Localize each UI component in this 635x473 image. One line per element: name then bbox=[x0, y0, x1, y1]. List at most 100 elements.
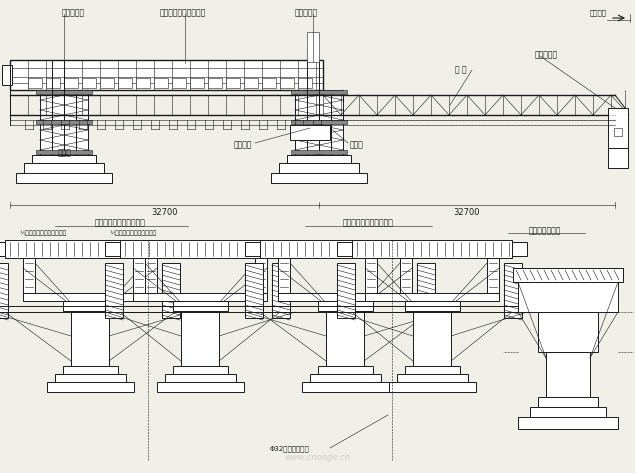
Bar bbox=[36, 90, 92, 94]
Text: ½移动模架浇筑混凝土状态: ½移动模架浇筑混凝土状态 bbox=[20, 230, 67, 236]
Bar bbox=[530, 407, 606, 417]
Bar bbox=[100, 78, 114, 88]
Text: 主框架: 主框架 bbox=[58, 148, 72, 157]
Bar bbox=[36, 150, 92, 154]
Bar bbox=[64, 78, 78, 88]
Bar bbox=[46, 78, 60, 88]
Bar bbox=[405, 301, 460, 311]
Bar bbox=[226, 78, 240, 88]
Bar bbox=[23, 293, 157, 301]
Bar bbox=[413, 311, 451, 366]
Bar bbox=[52, 90, 64, 155]
Bar bbox=[512, 242, 527, 256]
Text: 前辅助支座: 前辅助支座 bbox=[535, 50, 558, 59]
Bar bbox=[173, 301, 228, 311]
Bar bbox=[318, 301, 373, 311]
Bar bbox=[318, 366, 373, 374]
Bar bbox=[307, 90, 319, 155]
Bar bbox=[71, 311, 109, 366]
Bar bbox=[337, 242, 352, 256]
Bar bbox=[397, 374, 468, 382]
Bar bbox=[63, 301, 118, 311]
Bar bbox=[307, 32, 319, 62]
Bar bbox=[165, 374, 236, 382]
Bar bbox=[417, 263, 435, 318]
Bar bbox=[546, 352, 590, 397]
Text: 前辅助支座断面: 前辅助支座断面 bbox=[529, 226, 561, 235]
Bar bbox=[255, 258, 267, 293]
Bar bbox=[244, 78, 258, 88]
Bar bbox=[105, 263, 123, 318]
Bar bbox=[295, 90, 307, 155]
Text: 外模、底模及端模系统: 外模、底模及端模系统 bbox=[160, 8, 206, 17]
Bar bbox=[76, 90, 88, 155]
Bar bbox=[173, 366, 228, 374]
Text: 主支座及后辅助支座断面: 主支座及后辅助支座断面 bbox=[95, 218, 145, 227]
Bar bbox=[290, 125, 330, 140]
Text: 32700: 32700 bbox=[454, 208, 480, 217]
Bar bbox=[118, 78, 132, 88]
Bar bbox=[120, 240, 280, 258]
Bar bbox=[400, 258, 412, 293]
Bar bbox=[513, 268, 623, 282]
Text: 施工方向: 施工方向 bbox=[590, 9, 607, 16]
Bar bbox=[190, 78, 204, 88]
Text: www.cnonge.cn: www.cnonge.cn bbox=[284, 453, 350, 462]
Bar bbox=[262, 78, 276, 88]
Bar bbox=[63, 366, 118, 374]
Text: 导 梁: 导 梁 bbox=[455, 65, 467, 74]
Bar bbox=[2, 65, 12, 85]
Bar bbox=[538, 312, 598, 352]
Bar bbox=[28, 78, 42, 88]
Bar bbox=[302, 382, 389, 392]
Bar bbox=[405, 366, 460, 374]
Bar bbox=[365, 258, 377, 293]
Text: 后辅助支座: 后辅助支座 bbox=[62, 8, 85, 17]
Bar bbox=[23, 258, 35, 293]
Bar bbox=[47, 382, 134, 392]
Bar bbox=[614, 128, 622, 136]
Text: 移位小车: 移位小车 bbox=[234, 140, 252, 149]
Bar bbox=[32, 155, 96, 163]
Bar bbox=[326, 311, 364, 366]
Bar bbox=[365, 293, 499, 301]
Bar bbox=[538, 397, 598, 407]
Bar bbox=[133, 293, 267, 301]
Bar bbox=[157, 382, 244, 392]
Bar bbox=[0, 242, 5, 256]
Bar bbox=[133, 258, 145, 293]
Bar bbox=[82, 78, 96, 88]
Text: 32700: 32700 bbox=[152, 208, 178, 217]
Bar bbox=[291, 90, 347, 94]
Bar bbox=[24, 163, 104, 173]
Bar bbox=[245, 242, 260, 256]
Bar bbox=[271, 173, 367, 183]
Bar bbox=[430, 242, 445, 256]
Bar bbox=[10, 60, 323, 90]
Bar bbox=[40, 90, 52, 155]
Bar bbox=[310, 374, 381, 382]
Bar bbox=[64, 90, 76, 155]
Bar bbox=[181, 311, 219, 366]
Bar bbox=[291, 120, 347, 124]
Bar bbox=[280, 242, 295, 256]
Bar bbox=[389, 382, 476, 392]
Bar bbox=[208, 78, 222, 88]
Bar bbox=[298, 78, 312, 88]
Bar bbox=[245, 263, 263, 318]
Bar bbox=[278, 258, 290, 293]
Bar bbox=[337, 263, 355, 318]
Text: 主支座及中辅助支座断面: 主支座及中辅助支座断面 bbox=[342, 218, 394, 227]
Bar bbox=[518, 282, 618, 312]
Bar bbox=[55, 374, 126, 382]
Text: 中辅助支座: 中辅助支座 bbox=[295, 8, 318, 17]
Text: 主支座: 主支座 bbox=[350, 140, 364, 149]
Bar bbox=[36, 120, 92, 124]
Bar bbox=[291, 150, 347, 154]
Bar bbox=[105, 242, 120, 256]
Bar bbox=[608, 148, 628, 168]
Bar bbox=[136, 78, 150, 88]
Bar bbox=[145, 258, 157, 293]
Bar bbox=[0, 263, 8, 318]
Bar bbox=[287, 155, 351, 163]
